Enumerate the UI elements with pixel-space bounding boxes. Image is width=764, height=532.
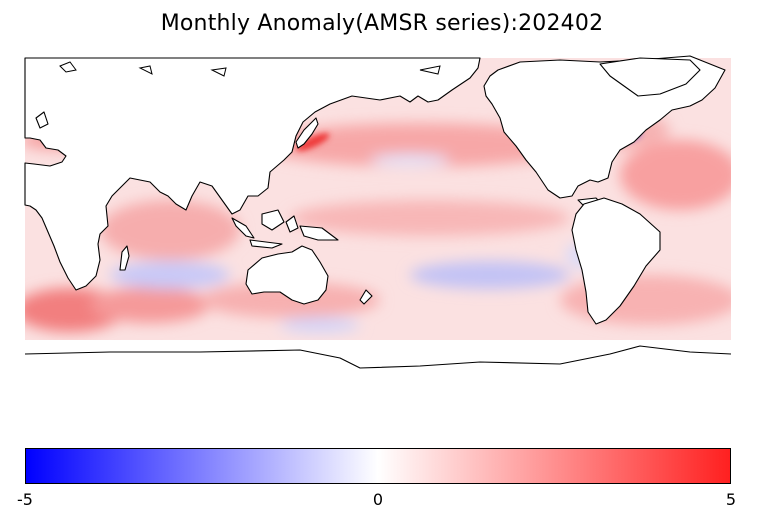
south-america <box>571 197 661 325</box>
eurasia-africa <box>24 57 481 291</box>
colorbar <box>25 448 731 484</box>
colorbar-min-label: -5 <box>17 490 33 509</box>
greenland <box>599 57 701 97</box>
map-title: Monthly Anomaly(AMSR series):202402 <box>160 11 604 36</box>
japan <box>295 117 319 149</box>
anomaly-map <box>24 55 732 440</box>
australia <box>245 245 329 305</box>
colorbar-mid-label: 0 <box>372 490 384 509</box>
colorbar-gradient <box>26 449 730 483</box>
colorbar-max-label: 5 <box>725 490 737 509</box>
land-coastlines <box>24 55 732 440</box>
madagascar <box>119 245 130 271</box>
antarctica <box>25 346 731 440</box>
